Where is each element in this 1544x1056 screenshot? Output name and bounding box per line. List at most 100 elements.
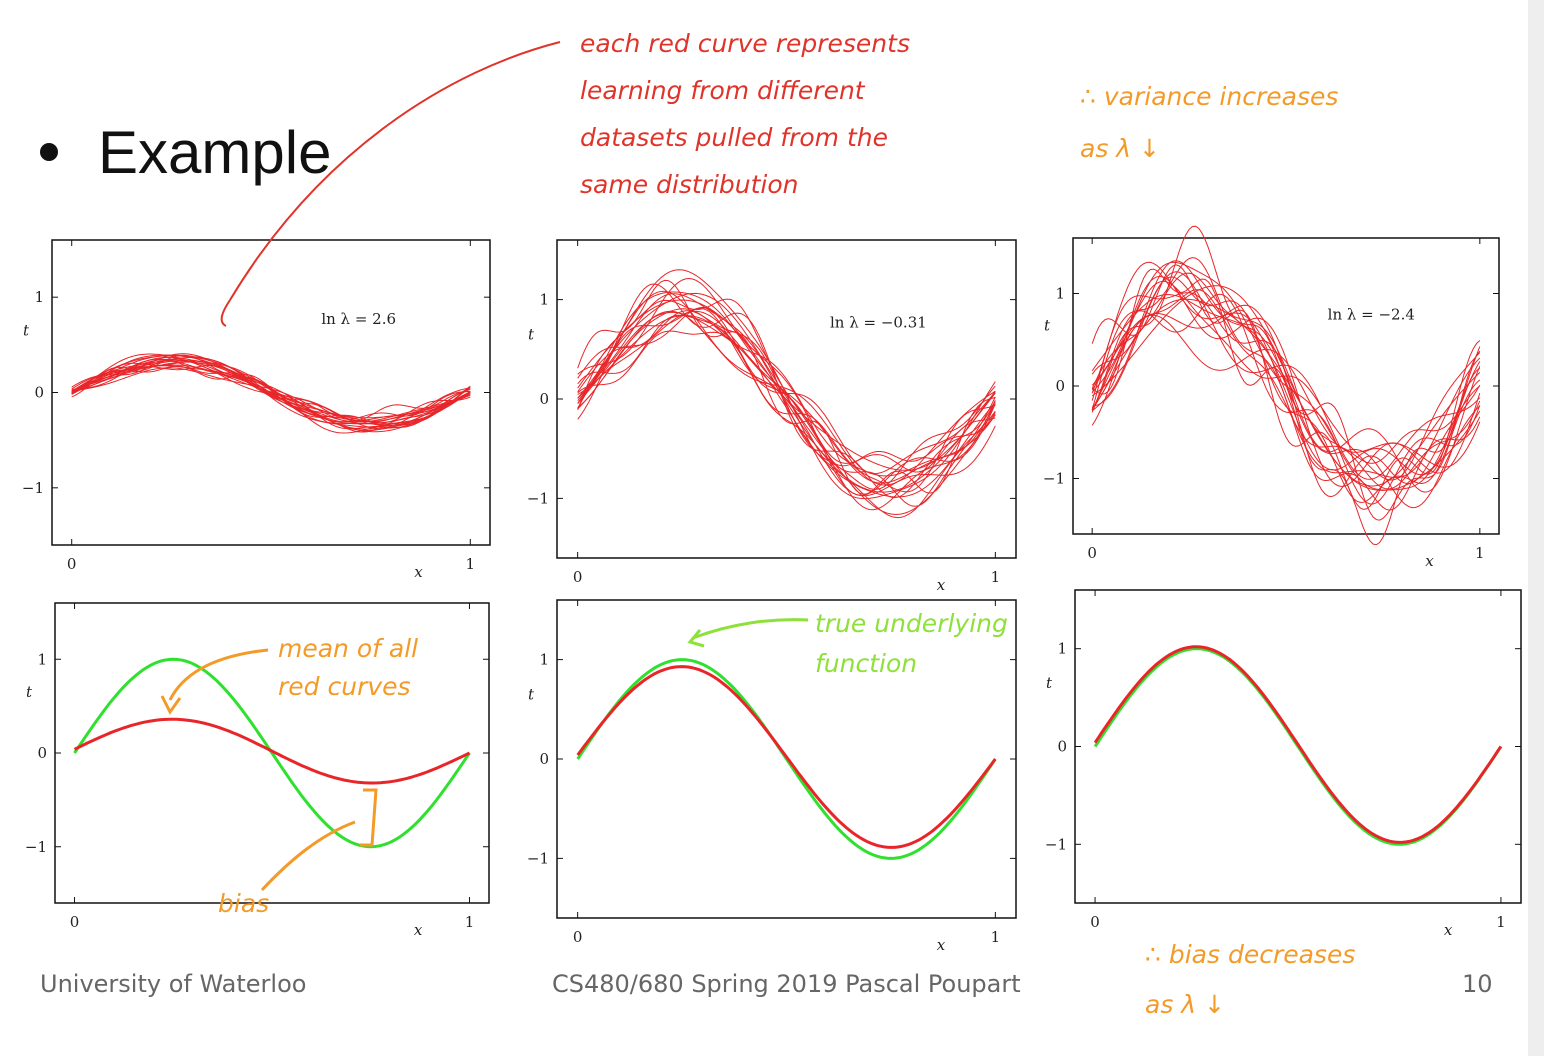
red-fit-curve [577, 310, 996, 490]
chart-panel-bottom-middle: −1 0 1 0 1 x t [527, 599, 1017, 954]
true-function-curve [73, 657, 471, 849]
red-fit-curve [71, 354, 471, 432]
footer-university: University of Waterloo [40, 970, 307, 998]
handwritten-red-note: each red curve represents [580, 29, 910, 58]
chart-panel-top-middle: −1 0 1 0 1 x t ln λ = −0.31 [527, 239, 1017, 594]
footer-course: CS480/680 Spring 2019 Pascal Poupart [552, 970, 1021, 998]
y-tick-label: 1 [539, 651, 549, 669]
y-tick-label: 0 [1057, 738, 1067, 756]
bullet-title-row: Example [40, 112, 331, 192]
x-axis-label: x [1425, 552, 1434, 570]
handwritten-true-fn-note: function [815, 649, 917, 678]
red-fit-curve [1091, 298, 1481, 491]
y-axis-label: t [1046, 674, 1053, 692]
green-arrow-true-fn [692, 618, 809, 640]
x-tick-label: 0 [70, 913, 80, 931]
x-tick-label: 0 [1090, 913, 1100, 931]
y-tick-label: 1 [1055, 285, 1065, 303]
handwritten-variance-note: ∴ variance increases [1080, 82, 1338, 111]
y-tick-label: 1 [34, 288, 44, 306]
lambda-annotation: ln λ = −2.4 [1328, 305, 1415, 323]
red-fit-curve [71, 365, 471, 430]
orange-bias-bracket [360, 788, 378, 847]
chart-panel-top-right: −1 0 1 0 1 x t ln λ = −2.4 [1043, 225, 1500, 570]
y-axis-label: t [26, 683, 33, 701]
red-fit-curve [577, 306, 996, 475]
y-tick-label: 0 [539, 390, 549, 408]
x-axis-label: x [937, 576, 946, 594]
red-fit-curve [577, 292, 996, 515]
red-fit-curve [577, 293, 996, 519]
lambda-annotation: ln λ = 2.6 [321, 310, 396, 328]
red-fit-curve [1091, 260, 1481, 509]
handwritten-variance-note: as λ ↓ [1080, 134, 1160, 163]
red-fit-curve [71, 365, 471, 423]
y-tick-label: −1 [22, 479, 44, 497]
red-fit-curve [1091, 261, 1481, 479]
y-tick-label: −1 [527, 489, 549, 507]
red-fit-curve [1091, 285, 1481, 487]
bullet-dot [40, 143, 58, 161]
handwritten-mean-note: red curves [278, 672, 411, 701]
red-fit-curve [577, 299, 996, 493]
orange-arrow-mean [168, 648, 269, 701]
chart-panel-top-left: −1 0 1 0 1 x t ln λ = 2.6 [22, 239, 491, 581]
red-fit-curve [1091, 264, 1481, 510]
handwritten-bias-decrease-note: as λ ↓ [1145, 990, 1225, 1019]
red-fit-curve [1091, 275, 1481, 487]
y-tick-label: −1 [1045, 835, 1067, 853]
y-tick-label: 0 [34, 384, 44, 402]
x-axis-label: x [414, 921, 423, 939]
y-tick-label: −1 [1043, 470, 1065, 488]
red-fit-curve [1091, 276, 1481, 503]
red-fit-curve [71, 357, 471, 429]
x-axis-label: x [414, 563, 423, 581]
y-tick-label: −1 [527, 849, 549, 867]
red-fit-curve [71, 361, 471, 433]
y-tick-label: 1 [1057, 640, 1067, 658]
green-arrowhead-true-fn [687, 629, 705, 648]
red-fit-curve [71, 359, 471, 423]
red-fit-curve [1091, 289, 1481, 464]
orange-arrow-bias [260, 820, 356, 892]
slide-title: Example [98, 118, 332, 186]
y-axis-label: t [1044, 317, 1051, 335]
red-fit-curve [1091, 292, 1481, 498]
red-fit-curve [577, 277, 996, 496]
y-tick-label: −1 [25, 838, 47, 856]
x-tick-label: 1 [466, 555, 476, 573]
x-tick-label: 1 [1475, 544, 1485, 562]
x-tick-label: 1 [991, 928, 1001, 946]
red-fit-curve [577, 291, 996, 511]
x-axis-label: x [1444, 921, 1453, 939]
red-fit-curve [71, 353, 471, 426]
footer-page-number: 10 [1462, 970, 1493, 998]
handwritten-red-note: same distribution [580, 170, 799, 199]
x-tick-label: 0 [573, 568, 583, 586]
red-fit-curve [577, 314, 996, 493]
right-scroll-strip [1528, 0, 1544, 1056]
x-tick-label: 0 [67, 555, 77, 573]
y-axis-label: t [528, 325, 535, 343]
y-tick-label: 1 [37, 650, 47, 668]
x-tick-label: 0 [573, 928, 583, 946]
handwritten-red-note: datasets pulled from the [580, 123, 888, 152]
red-fit-curve [577, 307, 996, 473]
chart-panel-bottom-left: −1 0 1 0 1 x t [25, 602, 490, 939]
mean-fit-curve [1093, 645, 1503, 844]
red-fit-curve [577, 290, 996, 497]
handwritten-bias-label: bias [218, 889, 269, 918]
red-arrow-stroke [229, 41, 561, 301]
mean-fit-curve [73, 717, 471, 785]
red-fit-curve [1091, 272, 1481, 490]
y-tick-label: 1 [539, 291, 549, 309]
red-fit-curve [577, 310, 996, 486]
red-fit-curve [1091, 293, 1481, 476]
red-fit-curve [577, 283, 996, 499]
red-fit-curve [1091, 225, 1481, 521]
y-tick-label: 0 [37, 744, 47, 762]
lambda-annotation: ln λ = −0.31 [830, 313, 927, 331]
handwritten-mean-note: mean of all [278, 634, 418, 663]
mean-fit-curve [576, 665, 997, 849]
